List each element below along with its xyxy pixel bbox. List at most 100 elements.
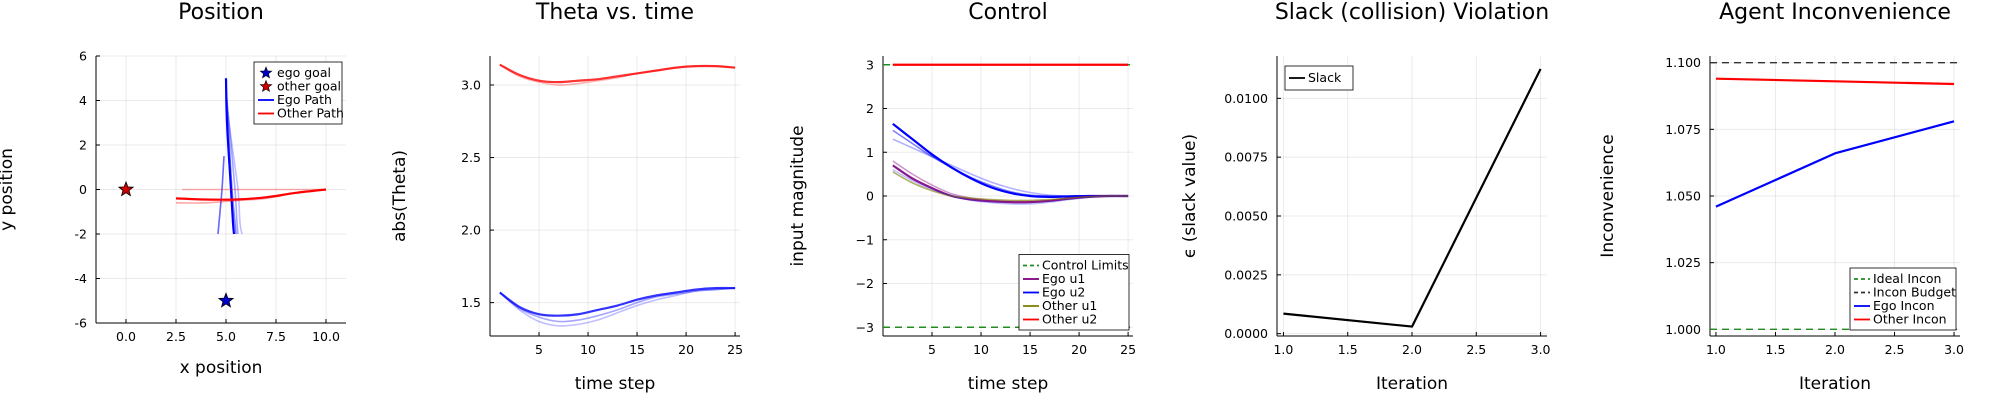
legend-label: Other Path bbox=[277, 106, 344, 121]
x-tick-label: 2.0 bbox=[1402, 342, 1422, 357]
y-tick-label: 0.0050 bbox=[1224, 209, 1268, 224]
series-line bbox=[499, 287, 736, 327]
panel-title: Slack (collision) Violation bbox=[1275, 0, 1549, 25]
y-tick-label: −2 bbox=[856, 276, 874, 291]
y-tick-label: 3 bbox=[866, 57, 874, 72]
y-tick-label: -4 bbox=[75, 271, 88, 286]
y-tick-label: 2 bbox=[79, 138, 87, 153]
panel-title: Control bbox=[968, 0, 1048, 25]
y-axis-label: input magnitude bbox=[788, 125, 808, 266]
x-tick-label: 15 bbox=[629, 342, 645, 357]
x-axis-label: time step bbox=[968, 374, 1049, 394]
y-axis-label: abs(Theta) bbox=[390, 150, 410, 242]
x-tick-label: 20 bbox=[678, 342, 694, 357]
legend-label: Ego u1 bbox=[1042, 271, 1085, 286]
y-axis-label: Inconvenience bbox=[1598, 134, 1618, 257]
series-line bbox=[225, 89, 239, 235]
x-tick-label: 20 bbox=[1071, 342, 1087, 357]
panel-3: Control 5 10 15 20 25 −3 −2 −1 0 1 2 3 time step input… bbox=[788, 0, 1136, 394]
legend-label: Ideal Incon bbox=[1873, 271, 1941, 286]
y-tick-label: 3.0 bbox=[461, 78, 481, 93]
panel-title: Position bbox=[178, 0, 264, 25]
x-tick-label: 7.5 bbox=[266, 329, 286, 344]
x-tick-label: 0.0 bbox=[116, 329, 136, 344]
legend-label: ego goal bbox=[277, 65, 331, 80]
series-line bbox=[175, 188, 327, 201]
panel-title: Agent Inconvenience bbox=[1719, 0, 1951, 25]
x-tick-label: 3.0 bbox=[1944, 342, 1964, 357]
y-tick-label: 1.050 bbox=[1665, 189, 1701, 204]
y-tick-label: 1.025 bbox=[1665, 255, 1701, 270]
series-line bbox=[499, 286, 736, 317]
series-line bbox=[1715, 77, 1955, 86]
series-line bbox=[1283, 68, 1542, 328]
y-tick-label: 1.100 bbox=[1665, 55, 1701, 70]
legend-label: other goal bbox=[277, 79, 341, 94]
series-line bbox=[499, 63, 736, 84]
y-tick-label: 4 bbox=[79, 93, 87, 108]
legend: Slack bbox=[1284, 65, 1354, 91]
x-tick-label: 25 bbox=[1120, 342, 1136, 357]
legend-label: Incon Budget bbox=[1873, 285, 1956, 300]
y-tick-label: 0 bbox=[79, 182, 87, 197]
legend-star-icon bbox=[259, 79, 273, 93]
series-line bbox=[892, 171, 1129, 202]
legend-label: Control Limits bbox=[1042, 258, 1129, 273]
x-tick-label: 2.5 bbox=[1466, 342, 1486, 357]
y-tick-label: 2 bbox=[866, 101, 874, 116]
x-axis-label: time step bbox=[575, 374, 656, 394]
series-line bbox=[224, 78, 236, 235]
y-tick-label: 2.5 bbox=[461, 150, 481, 165]
panel-1: Position 0.0 2.5 5.0 7.5 10.0 -6 -4 -2 0 2 4 6 x posi… bbox=[0, 0, 346, 378]
panel-5: Agent Inconvenience 1.0 1.5 2.0 2.5 3.0 1.000 1… bbox=[1598, 0, 1964, 394]
x-tick-label: 1.5 bbox=[1338, 342, 1358, 357]
x-axis-label: Iteration bbox=[1799, 374, 1871, 394]
legend-label: Ego Incon bbox=[1873, 298, 1935, 313]
x-tick-label: 5 bbox=[535, 342, 543, 357]
x-tick-label: 10.0 bbox=[312, 329, 340, 344]
x-tick-label: 5 bbox=[928, 342, 936, 357]
plot-area bbox=[175, 78, 327, 235]
series-line bbox=[217, 156, 225, 235]
y-axis-label: ϵ (slack value) bbox=[1180, 134, 1200, 258]
legend-label: Ego Path bbox=[277, 92, 332, 107]
series-line bbox=[499, 64, 736, 86]
series-line bbox=[1715, 120, 1955, 208]
y-axis-label: y position bbox=[0, 148, 17, 231]
x-tick-label: 10 bbox=[580, 342, 596, 357]
panel-2: Theta vs. time 5 10 15 20 25 1.5 2.0 2.5 3.0 time … bbox=[390, 0, 743, 394]
x-tick-label: 2.5 bbox=[166, 329, 186, 344]
x-axis-label: x position bbox=[180, 358, 263, 378]
x-axis-label: Iteration bbox=[1376, 374, 1448, 394]
x-tick-label: 2.0 bbox=[1825, 342, 1845, 357]
series-line bbox=[892, 169, 1129, 205]
plot-area bbox=[883, 63, 1133, 328]
x-tick-label: 5.0 bbox=[216, 329, 236, 344]
y-tick-label: 1.5 bbox=[461, 295, 481, 310]
plot-area bbox=[1283, 68, 1542, 328]
x-tick-label: 25 bbox=[727, 342, 743, 357]
x-tick-label: 2.5 bbox=[1885, 342, 1905, 357]
panel-title: Theta vs. time bbox=[535, 0, 694, 25]
y-tick-label: -6 bbox=[75, 316, 88, 331]
y-tick-label: 0 bbox=[866, 189, 874, 204]
y-tick-label: 0.0075 bbox=[1224, 150, 1268, 165]
series-line bbox=[499, 287, 736, 323]
y-tick-label: 1 bbox=[866, 145, 874, 160]
plot-area bbox=[499, 63, 736, 327]
panel-4: Slack (collision) Violation 1.0 1.5 2.0 2.5 3… bbox=[1180, 0, 1551, 394]
legend-label: Other u1 bbox=[1042, 298, 1097, 313]
series-line bbox=[225, 100, 243, 235]
x-tick-label: 1.5 bbox=[1766, 342, 1786, 357]
legend-label: Other u2 bbox=[1042, 312, 1097, 327]
y-tick-label: 2.0 bbox=[461, 223, 481, 238]
y-tick-label: 0.0100 bbox=[1224, 91, 1268, 106]
y-tick-label: 0.0000 bbox=[1224, 326, 1268, 341]
x-tick-label: 10 bbox=[973, 342, 989, 357]
x-tick-label: 1.0 bbox=[1706, 342, 1726, 357]
legend-label: Slack bbox=[1308, 70, 1342, 85]
